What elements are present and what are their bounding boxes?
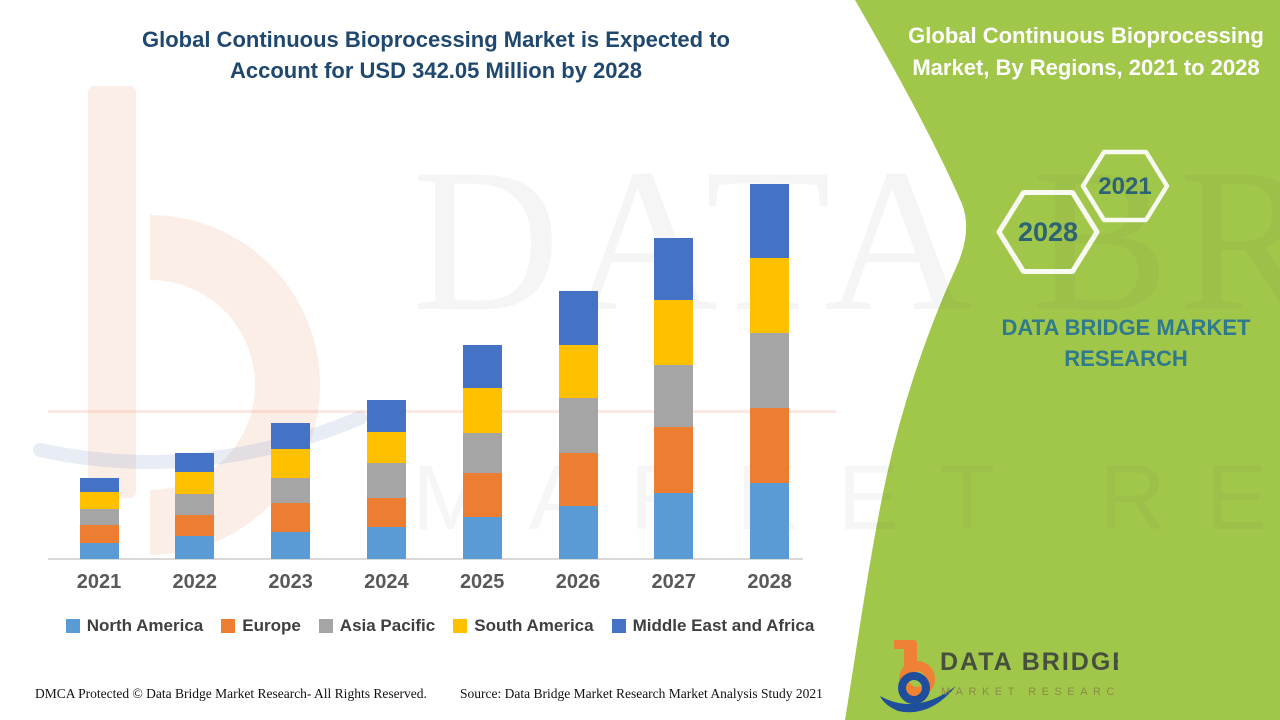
legend-item-north-america: North America [65, 616, 204, 636]
bar-segment-south-america-2024 [366, 431, 406, 463]
legend-label: Asia Pacific [339, 616, 436, 635]
legend-label: Middle East and Africa [632, 616, 815, 635]
legend-item-europe: Europe [221, 616, 301, 636]
bar-segment-north-america-2022 [175, 535, 215, 559]
logo-sub-text: MARKET RESEARCH [941, 686, 1118, 698]
bar-segment-north-america-2028 [750, 483, 790, 559]
legend-label: Europe [242, 616, 301, 635]
legend-swatch [221, 619, 236, 633]
hexagon-2021-label: 2021 [1098, 173, 1152, 200]
bar-segment-south-america-2022 [175, 472, 215, 495]
bar-segment-asia-pacific-2022 [175, 494, 215, 516]
bar-segment-middle-east-and-africa-2022 [175, 452, 215, 473]
bar-segment-asia-pacific-2027 [654, 364, 694, 428]
chart-legend: North America Europe Asia Pacific South Ame… [40, 616, 840, 636]
bar-segment-middle-east-and-africa-2028 [750, 184, 790, 258]
bar-segment-europe-2026 [558, 452, 598, 507]
legend-item-south-america: South America [453, 616, 594, 636]
watermark-pink-line [48, 410, 836, 413]
legend-swatch [65, 619, 80, 633]
bar-segment-north-america-2025 [462, 517, 502, 559]
panel-title: Global Continuous Bioprocessing Market, … [908, 23, 1264, 80]
bar-segment-asia-pacific-2021 [79, 508, 119, 525]
bar-segment-asia-pacific-2028 [750, 333, 790, 408]
hexagon-2028-label: 2028 [1017, 217, 1079, 247]
x-axis-label-2022: 2022 [172, 571, 218, 593]
logo-name-text: DATA BRIDGE [940, 648, 1118, 676]
bar-segment-south-america-2023 [271, 449, 311, 478]
bar-segment-asia-pacific-2024 [366, 462, 406, 498]
year-hexagons [996, 149, 1170, 274]
bar-segment-south-america-2021 [79, 492, 119, 509]
bar-segment-south-america-2025 [462, 387, 502, 433]
bar-segment-middle-east-and-africa-2026 [558, 291, 598, 346]
x-axis-label-2024: 2024 [364, 571, 409, 593]
bar-segment-middle-east-and-africa-2027 [654, 237, 694, 301]
bar-segment-south-america-2026 [558, 345, 598, 398]
bar-segment-asia-pacific-2025 [462, 432, 502, 474]
dmca-notice: DMCA Protected © Data Bridge Market Rese… [35, 686, 427, 701]
bar-segment-europe-2024 [366, 497, 406, 528]
data-bridge-logo: DATA BRIDGE MARKET RESEARCH [880, 640, 1118, 713]
x-axis-label-2021: 2021 [76, 571, 122, 593]
hexagon-2021-outline [1080, 149, 1170, 223]
bar-segment-south-america-2028 [750, 257, 790, 334]
legend-swatch [453, 619, 468, 633]
bar-segment-asia-pacific-2023 [271, 477, 311, 504]
x-axis-label-2025: 2025 [459, 571, 505, 593]
bar-segment-middle-east-and-africa-2024 [366, 400, 406, 432]
bar-segment-asia-pacific-2026 [558, 397, 598, 453]
bar-segment-south-america-2027 [654, 300, 694, 365]
chart-title: Global Continuous Bioprocessing Market i… [142, 27, 730, 83]
legend-label: South America [474, 616, 594, 635]
legend-swatch [318, 619, 333, 633]
bar-segment-middle-east-and-africa-2023 [271, 423, 311, 450]
x-axis-label-2027: 2027 [651, 571, 697, 593]
watermark-logo-b-stem [88, 86, 136, 498]
hexagon-2028-outline [996, 190, 1100, 274]
bar-segment-north-america-2024 [366, 527, 406, 559]
logo-mark-b [880, 640, 956, 713]
bar-segment-north-america-2021 [79, 542, 119, 559]
bar-segment-middle-east-and-africa-2025 [462, 345, 502, 388]
bar-segment-europe-2022 [175, 515, 215, 536]
bar-segment-europe-2025 [462, 473, 502, 518]
bar-segment-north-america-2027 [654, 493, 694, 559]
bar-segment-europe-2028 [750, 407, 790, 484]
bar-segment-europe-2021 [79, 525, 119, 543]
x-axis-line [48, 558, 803, 560]
x-axis-label-2026: 2026 [555, 571, 601, 593]
legend-swatch [611, 619, 626, 633]
bar-segment-europe-2027 [654, 427, 694, 494]
x-axis-label-2023: 2023 [268, 571, 313, 593]
bar-segment-europe-2023 [271, 503, 311, 532]
bar-segment-middle-east-and-africa-2021 [79, 477, 119, 493]
bar-segment-north-america-2023 [271, 531, 311, 559]
legend-item-asia-pacific: Asia Pacific [318, 616, 436, 636]
legend-label: North America [86, 616, 204, 635]
source-note: Source: Data Bridge Market Research Mark… [460, 686, 823, 701]
bar-segment-north-america-2026 [558, 506, 598, 559]
legend-item-middle-east-and-africa: Middle East and Africa [611, 616, 815, 636]
brand-wordmark: DATA BRIDGE MARKET RESEARCH [1001, 315, 1251, 371]
x-axis-label-2028: 2028 [747, 571, 792, 593]
